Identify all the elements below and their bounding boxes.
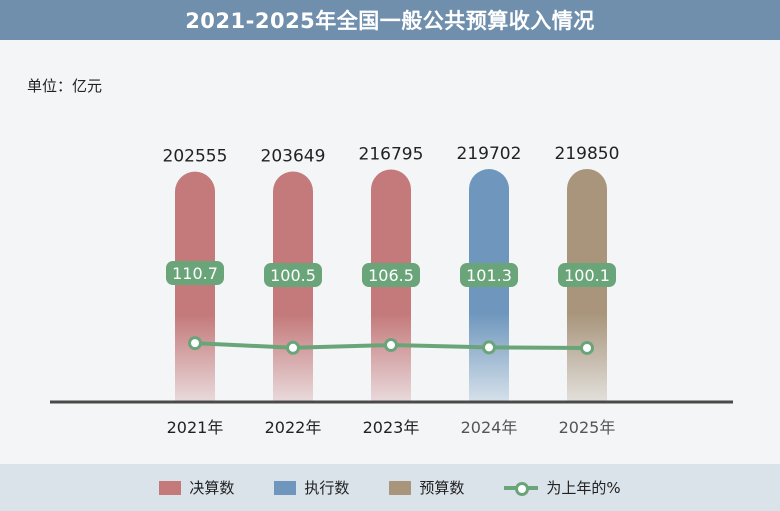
growth-label-1: 110.7	[172, 264, 218, 283]
chart-plot: 202555 203649 216795 219702 219850 110.7 100.…	[50, 144, 733, 437]
growth-point-1	[188, 336, 202, 351]
value-label-2: 203649	[261, 146, 326, 166]
value-label-5: 219850	[555, 144, 620, 164]
growth-label-2: 100.5	[270, 266, 316, 285]
growth-point-3	[384, 338, 398, 353]
x-tick-label-1: 2021年	[167, 418, 224, 437]
x-tick-label-5: 2025年	[559, 418, 616, 437]
x-tick-label-2: 2022年	[265, 418, 322, 437]
growth-label-box-1	[166, 261, 224, 285]
legend-label-final: 决算数	[189, 479, 235, 497]
growth-label-box-2	[264, 263, 322, 287]
value-label-3: 216795	[359, 144, 424, 164]
x-tick-label-3: 2023年	[363, 418, 420, 437]
growth-label-3: 106.5	[368, 266, 414, 285]
legend-swatch-budget	[389, 480, 412, 495]
legend-label-execution: 执行数	[304, 479, 350, 497]
bar-1	[175, 171, 215, 402]
legend-swatch-execution	[274, 480, 297, 495]
legend-item-final: 决算数	[159, 477, 234, 498]
growth-label-box-4	[460, 263, 518, 287]
growth-label-5: 100.1	[564, 266, 610, 285]
legend-swatch-final	[159, 480, 182, 495]
unit-label: 单位：亿元	[27, 77, 103, 95]
legend-label-growth: 为上年的%	[546, 479, 621, 497]
x-tick-label-4: 2024年	[461, 418, 518, 437]
legend-line-icon	[504, 481, 539, 496]
value-label-1: 202555	[163, 147, 228, 167]
legend-label-budget: 预算数	[419, 479, 465, 497]
growth-label-box-5	[558, 263, 616, 287]
growth-label-4: 101.3	[466, 266, 512, 285]
legend-item-growth: 为上年的%	[504, 477, 621, 498]
growth-point-5	[580, 340, 594, 355]
chart-title: 2021-2025年全国一般公共预算收入情况	[0, 0, 780, 40]
growth-point-2	[286, 340, 300, 355]
legend-item-execution: 执行数	[274, 477, 349, 498]
growth-point-4	[482, 340, 496, 355]
growth-label-box-3	[362, 263, 420, 287]
legend: 决算数 执行数 预算数 为上年的%	[0, 464, 780, 511]
legend-item-budget: 预算数	[389, 477, 464, 498]
value-label-4: 219702	[457, 144, 522, 164]
